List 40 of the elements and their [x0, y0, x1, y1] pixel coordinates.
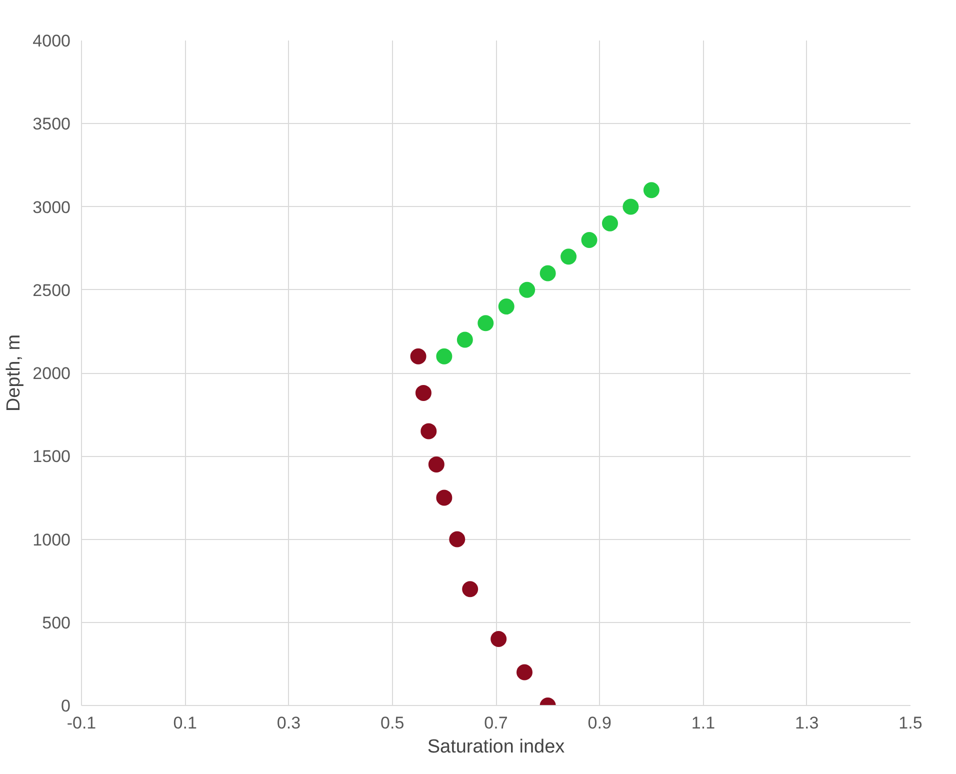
x-tick-label: 1.3: [795, 714, 819, 732]
x-tick-label: 0.7: [484, 714, 508, 732]
point: [540, 265, 556, 282]
point: [560, 248, 577, 265]
point: [436, 348, 452, 364]
point: [428, 456, 444, 472]
x-tick-label: -0.1: [66, 714, 96, 732]
point: [490, 631, 507, 647]
y-tick-label: 3000: [32, 198, 71, 217]
point: [602, 215, 618, 232]
x-tick-label: 0.9: [588, 714, 612, 732]
point: [436, 490, 452, 506]
y-tick-label: 3500: [32, 114, 71, 134]
point: [456, 332, 473, 348]
point: [478, 315, 494, 332]
point: [462, 581, 478, 598]
y-tick-label: 500: [42, 613, 71, 632]
x-tick-label: 1.5: [898, 714, 922, 732]
x-tick-label: 0.3: [276, 714, 301, 732]
point: [410, 348, 426, 364]
y-tick-label: 2000: [32, 364, 71, 383]
x-tick-label: 1.1: [691, 714, 716, 732]
point: [516, 664, 532, 680]
y-tick-label: 1500: [32, 447, 71, 466]
point: [449, 531, 466, 548]
y-tick-label: 4000: [32, 32, 71, 50]
y-tick-label: 2500: [32, 280, 71, 300]
point: [420, 423, 437, 440]
point: [498, 298, 514, 314]
x-tick-label: 0.5: [380, 714, 404, 732]
x-axis-title: Saturation index: [427, 736, 566, 758]
x-tick-label: 0.1: [173, 714, 197, 732]
point: [622, 198, 639, 215]
point: [415, 384, 432, 401]
y-tick-label: 0: [61, 696, 71, 716]
point: [519, 282, 536, 298]
point: [581, 232, 598, 248]
point: [643, 182, 660, 198]
y-axis-title: Depth, m: [4, 334, 25, 412]
y-tick-label: 1000: [32, 530, 71, 550]
